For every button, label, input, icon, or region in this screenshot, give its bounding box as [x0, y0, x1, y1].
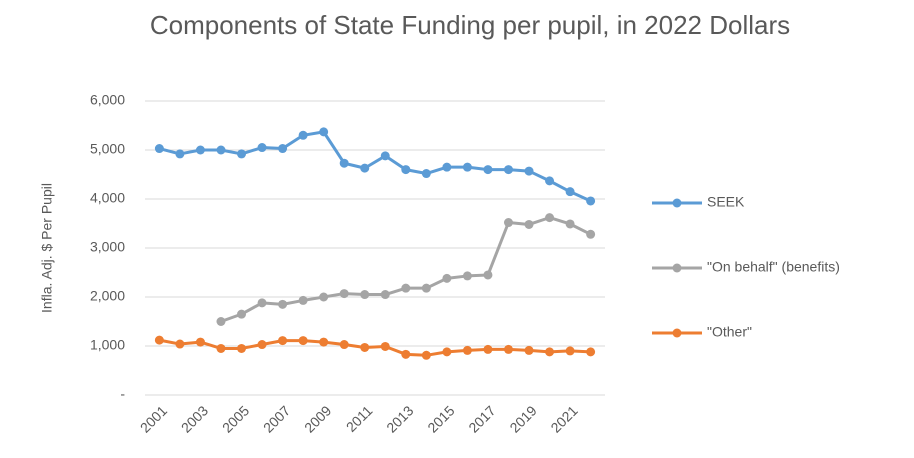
data-point: [401, 165, 411, 175]
data-point: [278, 299, 288, 309]
data-point: [545, 213, 555, 223]
data-point: [380, 341, 390, 351]
data-point: [257, 143, 267, 153]
data-point: [483, 344, 493, 354]
data-point: [298, 130, 308, 140]
data-point: [586, 196, 596, 206]
data-point: [257, 340, 267, 350]
data-point: [339, 158, 349, 168]
data-point: [175, 149, 185, 159]
data-point: [442, 162, 452, 172]
data-point: [195, 145, 205, 155]
y-tick-label: 2,000: [90, 288, 125, 304]
data-point: [237, 149, 247, 159]
x-tick-label: 2011: [343, 402, 376, 435]
series-line: [159, 338, 591, 357]
data-point: [154, 144, 164, 154]
legend-marker: [672, 198, 682, 208]
data-point: [462, 345, 472, 355]
data-point: [237, 309, 247, 319]
data-point: [319, 127, 329, 137]
data-point: [319, 337, 329, 347]
data-point: [503, 218, 513, 228]
x-tick-label: 2007: [260, 402, 293, 435]
x-tick-label: 2009: [301, 402, 334, 435]
data-point: [421, 350, 431, 360]
data-point: [195, 337, 205, 347]
data-point: [462, 162, 472, 172]
data-point: [175, 339, 185, 349]
data-point: [462, 271, 472, 281]
y-tick-label: 4,000: [90, 190, 125, 206]
legend-label: "On behalf" (benefits): [707, 259, 840, 275]
x-tick-label: 2005: [219, 402, 252, 435]
data-point: [503, 344, 513, 354]
data-point: [216, 317, 226, 326]
data-point: [298, 295, 308, 305]
data-point: [503, 165, 513, 175]
data-point: [360, 290, 370, 300]
y-tick-label: 3,000: [90, 239, 125, 255]
data-point: [380, 290, 390, 300]
data-point: [545, 176, 555, 186]
data-point: [339, 289, 349, 299]
y-axis-label: Infla. Adj. $ Per Pupil: [39, 183, 55, 313]
legend-marker: [672, 328, 682, 338]
data-point: [442, 273, 452, 283]
data-point: [586, 347, 596, 357]
data-point: [360, 163, 370, 173]
y-tick-label: 1,000: [90, 337, 125, 353]
data-point: [524, 219, 534, 229]
data-point: [216, 343, 226, 353]
data-point: [360, 342, 370, 352]
chart-title: Components of State Funding per pupil, i…: [149, 10, 791, 40]
data-point: [421, 169, 431, 179]
data-point: [442, 347, 452, 357]
x-tick-label: 2019: [506, 402, 539, 435]
x-tick-label: 2017: [465, 402, 498, 435]
data-point: [401, 349, 411, 359]
data-point: [565, 219, 575, 229]
data-point: [524, 345, 534, 355]
data-point: [565, 187, 575, 197]
y-tick-label: -: [120, 386, 125, 402]
x-tick-label: 2015: [424, 402, 457, 435]
data-point: [339, 340, 349, 350]
data-point: [565, 346, 575, 356]
x-tick-label: 2003: [178, 402, 211, 435]
series-line: [220, 216, 592, 323]
data-point: [257, 298, 267, 308]
data-point: [154, 335, 164, 345]
data-point: [237, 343, 247, 353]
x-tick-label: 2013: [383, 402, 416, 435]
data-point: [421, 283, 431, 293]
y-tick-label: 6,000: [90, 92, 125, 108]
data-point: [216, 145, 226, 155]
data-point: [545, 347, 555, 357]
data-point: [401, 283, 411, 293]
data-point: [319, 292, 329, 302]
data-point: [278, 144, 288, 154]
legend-label: "Other": [707, 324, 752, 340]
y-tick-label: 5,000: [90, 141, 125, 157]
data-point: [278, 336, 288, 346]
data-point: [483, 165, 493, 175]
data-point: [380, 151, 390, 161]
legend-label: SEEK: [707, 194, 745, 210]
legend-marker: [672, 263, 682, 273]
series-line: [158, 130, 592, 203]
x-tick-label: 2021: [547, 402, 580, 435]
data-point: [524, 166, 534, 176]
x-tick-label: 2001: [137, 402, 170, 435]
data-point: [586, 229, 596, 239]
data-point: [298, 336, 308, 346]
data-point: [483, 270, 493, 280]
